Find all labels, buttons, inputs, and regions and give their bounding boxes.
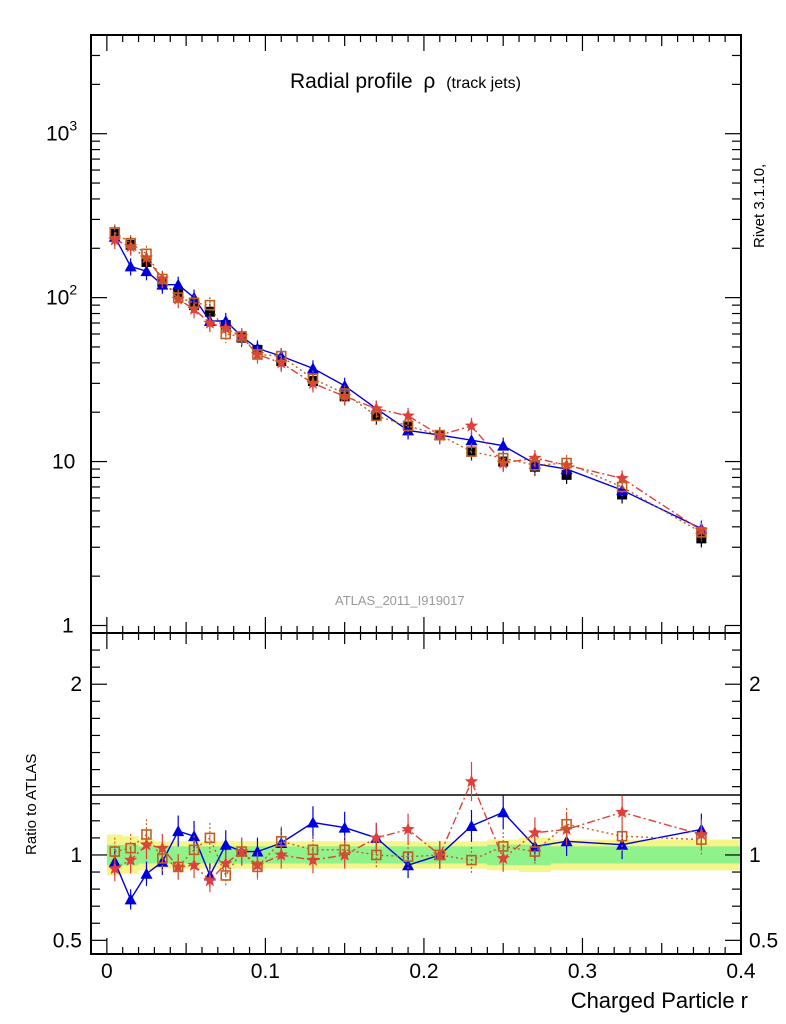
ratio-panel-frame: [91, 633, 741, 954]
chart-title: Radial profile ρ (track jets): [290, 70, 521, 93]
chart-figure: 110102103 Radial profile ρ (track jets) …: [0, 0, 786, 1024]
y-axis-label: Ratio to ATLAS: [23, 754, 40, 855]
y-tick-label: 0.5: [53, 929, 82, 952]
marker-blue: [125, 893, 137, 904]
main-panel-series: [108, 224, 708, 547]
y-tick-label: 1: [62, 614, 74, 637]
ratio-panel-y-tick-labels: 0.5 0.5 1 1 2 2: [53, 673, 778, 952]
marker-blue: [125, 260, 137, 271]
y-tick-label: 103: [46, 118, 77, 146]
ratio-panel-series: [108, 762, 708, 909]
marker-blue: [465, 820, 477, 831]
main-panel-frame: [91, 35, 741, 633]
x-tick-label: 0: [101, 960, 113, 983]
x-tick-labels: 0 0.1 0.2 0.3 0.4: [101, 960, 756, 983]
marker-blue: [188, 830, 200, 841]
series-line-blue: [115, 237, 702, 529]
watermark-label: ATLAS_2011_I919017: [335, 593, 465, 608]
x-tick-label: 0.4: [726, 960, 756, 983]
ratio-panel: 0.5 0.51 12 2 0 0.1 0.2 0.3 0.4 Ratio to ATLAS …: [23, 633, 778, 1013]
y-tick-label: 102: [46, 282, 77, 310]
x-tick-label: 0.3: [568, 960, 597, 983]
y-tick-label-right: 0.5: [749, 929, 778, 952]
rivet-version-label: Rivet 3.1.10,: [751, 164, 768, 248]
marker-blue: [497, 806, 509, 817]
ratio-panel-ticks: [91, 633, 741, 954]
marker-blue: [307, 817, 319, 828]
x-tick-label: 0.1: [251, 960, 280, 983]
y-tick-label-right: 2: [749, 673, 761, 696]
x-tick-label: 0.2: [409, 960, 438, 983]
marker-blue: [172, 825, 184, 836]
y-tick-label-right: 1: [749, 844, 761, 867]
y-tick-label: 1: [70, 844, 82, 867]
main-panel-ticks: [91, 35, 741, 633]
main-panel-y-tick-labels: 1 10 102 103: [46, 118, 77, 638]
y-tick-label: 10: [52, 451, 75, 474]
y-tick-label: 2: [70, 673, 82, 696]
x-axis-label: Charged Particle r: [571, 988, 748, 1013]
